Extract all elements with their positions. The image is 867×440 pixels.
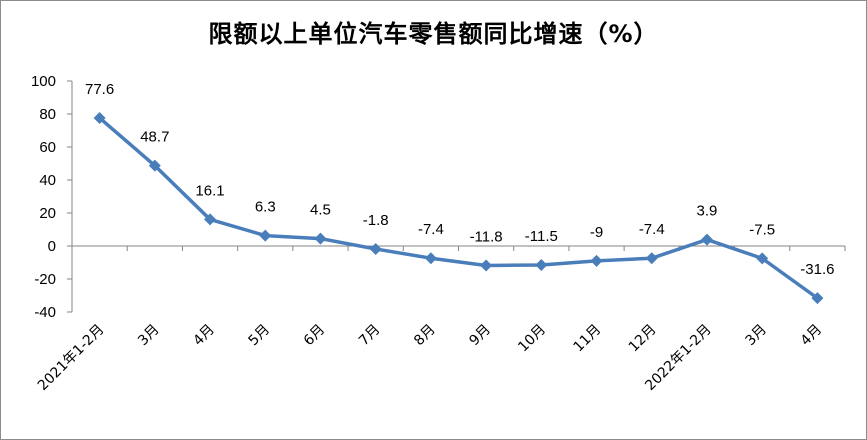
- x-tick-label: 3月: [135, 322, 163, 350]
- x-tick-label: 3月: [742, 322, 770, 350]
- x-tick-label: 7月: [356, 322, 384, 350]
- chart-title: 限额以上单位汽车零售额同比增速（%）: [208, 20, 659, 48]
- data-labels: 77.6 48.7 16.1 6.3 4.5 -1.8 -7.4 -11.8 -11.5 -9 -7…: [85, 81, 834, 278]
- data-point: [590, 254, 603, 267]
- series-line: [98, 116, 819, 300]
- x-tick-label: 10月: [515, 322, 549, 356]
- x-axis-ticks: 2021年1-2月 3月 4月 5月 6月 7月 8月 9月 10月 11月 12月2022年1-2…: [35, 246, 846, 394]
- y-tick-label: 40: [39, 172, 56, 189]
- data-label: 16.1: [195, 182, 224, 199]
- data-point: [700, 233, 713, 246]
- x-tick-label: 12月: [626, 322, 660, 356]
- data-point: [756, 252, 769, 265]
- data-point: [259, 229, 272, 242]
- data-point: [811, 292, 824, 305]
- data-label: -11.8: [470, 228, 503, 245]
- data-point: [148, 159, 161, 172]
- data-label: 4.5: [310, 202, 331, 219]
- data-label: -9: [590, 224, 603, 241]
- data-label: -7.4: [639, 221, 665, 238]
- x-tick-label: 8月: [411, 322, 439, 350]
- y-tick-label: -40: [34, 304, 56, 321]
- data-label: -1.8: [363, 212, 389, 229]
- x-tick-label: 9月: [466, 322, 494, 350]
- data-point: [369, 242, 382, 255]
- x-tick-label: 4月: [190, 322, 218, 350]
- data-point: [314, 232, 327, 245]
- x-tick-label: 4月: [798, 322, 826, 350]
- data-point: [424, 252, 437, 265]
- y-tick-label: -20: [34, 271, 56, 288]
- data-point: [535, 258, 548, 271]
- data-label: -31.6: [800, 261, 834, 278]
- x-tick-label: 2021年1-2月: [35, 322, 107, 394]
- data-point: [480, 259, 493, 272]
- data-point: [645, 252, 658, 265]
- data-label: 48.7: [140, 129, 169, 146]
- y-tick-label: 60: [39, 139, 56, 156]
- x-tick-label: 5月: [246, 322, 274, 350]
- data-label: -7.4: [418, 221, 444, 238]
- y-axis-ticks: -40 -20 0 20 40 60 80 100: [31, 73, 72, 321]
- data-label: 6.3: [255, 199, 276, 216]
- data-label: 77.6: [85, 81, 114, 98]
- data-point: [204, 213, 217, 226]
- series-line-group: [93, 111, 824, 305]
- y-tick-label: 0: [48, 238, 56, 255]
- y-tick-label: 80: [39, 106, 56, 123]
- data-label: -11.5: [525, 228, 558, 245]
- y-tick-label: 100: [31, 73, 56, 90]
- data-point: [93, 111, 106, 124]
- x-tick-label: 11月: [571, 322, 605, 356]
- y-tick-label: 20: [39, 205, 56, 222]
- data-label: -7.5: [749, 221, 775, 238]
- data-label: 3.9: [697, 203, 718, 220]
- x-tick-label: 6月: [301, 322, 329, 350]
